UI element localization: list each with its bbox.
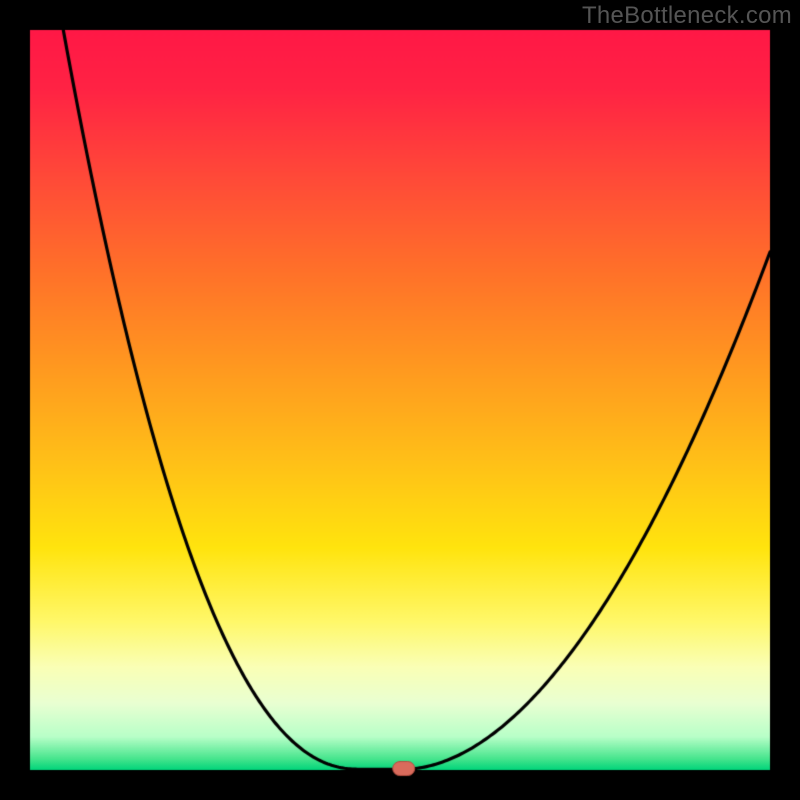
- chart-stage: TheBottleneck.com: [0, 0, 800, 800]
- bottleneck-chart-canvas: [0, 0, 800, 800]
- watermark-text: TheBottleneck.com: [582, 2, 792, 30]
